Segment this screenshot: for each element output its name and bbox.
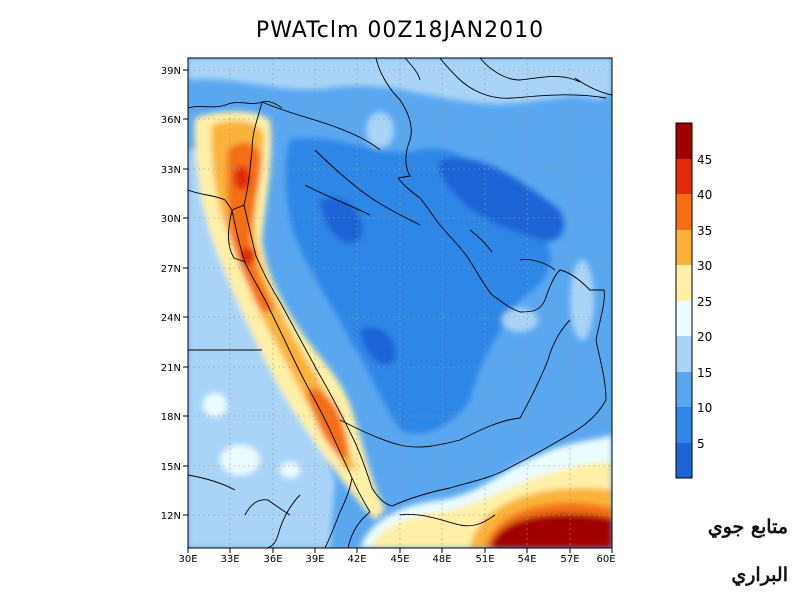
lon-ticks <box>187 548 613 553</box>
lat-label: 12N <box>161 511 181 522</box>
lat-label: 36N <box>161 115 181 126</box>
lon-label: 45E <box>390 554 409 565</box>
colorbar-swatch <box>676 372 692 407</box>
colorbar-swatch <box>676 159 692 194</box>
lat-label: 24N <box>161 313 181 324</box>
lon-label: 60E <box>596 554 615 565</box>
colorbar-swatch <box>676 123 692 159</box>
colorbar-swatch <box>676 265 692 301</box>
lon-label: 51E <box>475 554 494 565</box>
lat-label: 18N <box>161 412 181 423</box>
lon-label: 39E <box>305 554 324 565</box>
graticule <box>188 58 612 548</box>
lat-label: 33N <box>161 165 181 176</box>
lat-label: 39N <box>161 66 181 77</box>
colorbar-label: 10 <box>697 401 712 415</box>
lon-label: 36E <box>263 554 282 565</box>
colorbar-swatch <box>676 230 692 265</box>
lon-labels: 30E 33E 36E 39E 42E 45E 48E 51E 54E 57E … <box>178 554 615 565</box>
lon-label: 42E <box>347 554 366 565</box>
colorbar-swatch <box>676 443 692 478</box>
lon-label: 33E <box>220 554 239 565</box>
colorbar-label: 30 <box>697 259 712 273</box>
lon-label: 48E <box>432 554 451 565</box>
lat-ticks <box>183 69 188 516</box>
colorbar-swatch <box>676 407 692 443</box>
map-title: PWATclm 00Z18JAN2010 <box>255 18 545 43</box>
colorbar-label: 45 <box>697 153 712 167</box>
colorbar-label: 25 <box>697 295 712 309</box>
lat-label: 15N <box>161 462 181 473</box>
colorbar-swatch <box>676 194 692 230</box>
coastlines <box>188 58 612 548</box>
lat-label: 27N <box>161 264 181 275</box>
watermark-line2: البراري <box>731 564 788 586</box>
lon-label: 57E <box>560 554 579 565</box>
colorbar-label: 35 <box>697 224 712 238</box>
lon-label: 54E <box>517 554 536 565</box>
colorbar-swatch <box>676 336 692 372</box>
colorbar: 45 40 35 30 25 20 15 10 5 <box>675 122 712 479</box>
colorbar-label: 15 <box>697 366 712 380</box>
lon-label: 30E <box>178 554 197 565</box>
lat-labels: 39N 36N 33N 30N 27N 24N 21N 18N 15N 12N <box>161 66 181 522</box>
colorbar-swatch <box>676 301 692 336</box>
colorbar-label: 5 <box>697 437 705 451</box>
colorbar-label: 40 <box>697 188 712 202</box>
watermark-line1: متابع جوي <box>707 516 788 538</box>
colorbar-label: 20 <box>697 330 712 344</box>
lat-label: 30N <box>161 214 181 225</box>
lat-label: 21N <box>161 363 181 374</box>
